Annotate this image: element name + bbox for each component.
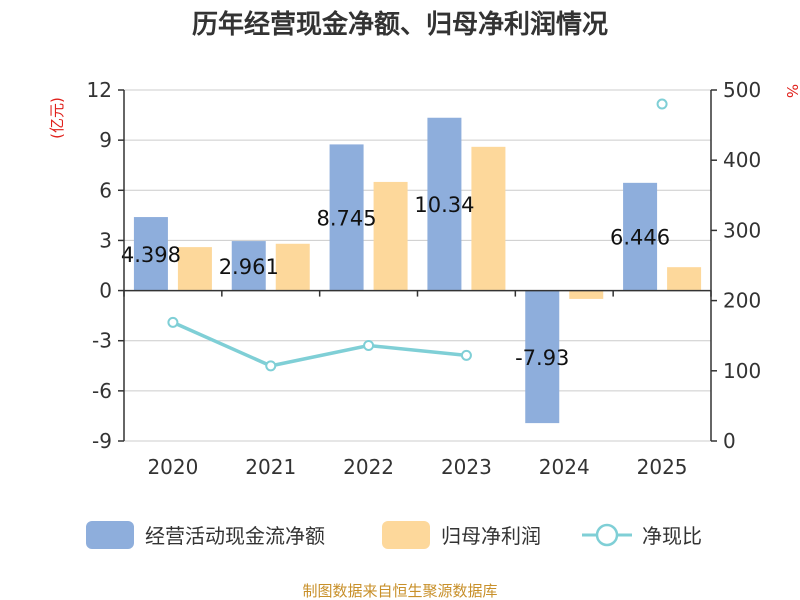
- right-tick-label: 0: [723, 429, 736, 453]
- x-tick-label: 2022: [343, 455, 394, 479]
- left-tick-label: -9: [92, 429, 112, 453]
- bar-net-profit: [471, 146, 506, 291]
- chart-title: 历年经营现金净额、归母净利润情况: [192, 9, 608, 40]
- legend: 经营活动现金流净额 归母净利润 净现比: [86, 521, 702, 549]
- ratio-point: [265, 360, 277, 372]
- ratio-point: [167, 316, 179, 328]
- data-label-cashflow: 2.961: [219, 255, 279, 279]
- bar-net-profit: [275, 243, 310, 291]
- ratio-series-line: [172, 320, 467, 368]
- bar-cashflow: [525, 290, 560, 424]
- bar-cashflow: [427, 117, 462, 291]
- x-tick-label: 2024: [539, 455, 590, 479]
- ratio-point: [363, 340, 375, 352]
- legend-label-cashflow: 经营活动现金流净额: [145, 524, 325, 548]
- ratio-line: [167, 98, 668, 372]
- bar-cashflow: [623, 182, 658, 291]
- right-axis-unit: %: [783, 84, 800, 98]
- x-tick-label: 2023: [441, 455, 492, 479]
- legend-label-ratio: 净现比: [642, 524, 702, 548]
- bar-cashflow: [133, 217, 168, 291]
- legend-swatch-net-profit: [382, 521, 430, 549]
- bars: [133, 117, 702, 424]
- x-tick-label: 2025: [637, 455, 688, 479]
- axes: -9 -6 -3 0 3 6 9 12 0 100 200 300 400 500 2020 2021 2022…: [87, 78, 762, 479]
- bar-net-profit: [177, 247, 212, 291]
- left-tick-label: 6: [99, 178, 112, 202]
- ratio-point: [656, 98, 668, 110]
- right-tick-label: 200: [723, 289, 761, 313]
- bar-net-profit: [569, 290, 604, 299]
- left-tick-label: 12: [87, 78, 112, 102]
- x-tick-label: 2020: [147, 455, 198, 479]
- data-label-cashflow: 10.34: [414, 193, 474, 217]
- data-label-cashflow: 6.446: [610, 226, 670, 250]
- ratio-point: [460, 349, 472, 361]
- x-tick-label: 2021: [245, 455, 296, 479]
- data-label-cashflow: 4.398: [121, 243, 181, 267]
- legend-label-net-profit: 归母净利润: [441, 524, 541, 548]
- left-tick-label: -3: [92, 329, 112, 353]
- legend-swatch-cashflow: [86, 521, 134, 549]
- source-note: 制图数据来自恒生聚源数据库: [302, 582, 497, 600]
- left-axis-unit: (亿元): [48, 97, 66, 139]
- right-tick-label: 500: [723, 78, 761, 102]
- bar-net-profit: [373, 181, 408, 291]
- bar-cashflow: [329, 144, 364, 291]
- data-labels: 4.398 2.961 8.745 10.34 -7.93 6.446: [121, 193, 670, 370]
- left-tick-label: 9: [99, 128, 112, 152]
- right-tick-label: 100: [723, 359, 761, 383]
- data-label-cashflow: -7.93: [515, 346, 569, 370]
- data-label-cashflow: 8.745: [317, 206, 377, 230]
- bar-cashflow: [231, 241, 266, 291]
- left-tick-label: 0: [99, 279, 112, 303]
- left-tick-label: -6: [92, 379, 112, 403]
- right-tick-label: 400: [723, 148, 761, 172]
- gridlines: [124, 89, 711, 442]
- bar-net-profit: [667, 267, 702, 291]
- legend-marker-ratio: [595, 523, 619, 547]
- right-tick-label: 300: [723, 218, 761, 242]
- left-tick-label: 3: [99, 228, 112, 252]
